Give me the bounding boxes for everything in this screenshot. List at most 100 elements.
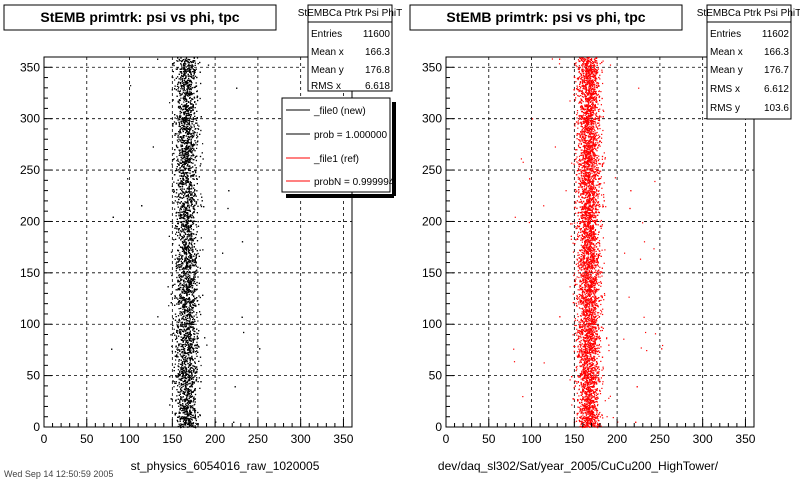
left-data-point bbox=[188, 75, 190, 77]
left-data-point bbox=[186, 201, 188, 204]
left-data-point bbox=[183, 213, 185, 215]
left-data-point bbox=[184, 112, 186, 114]
left-data-point bbox=[184, 371, 186, 373]
left-data-point bbox=[189, 395, 191, 397]
left-data-point bbox=[196, 137, 198, 139]
left-data-point bbox=[189, 161, 191, 163]
left-data-point bbox=[196, 141, 199, 143]
left-data-point bbox=[181, 399, 183, 401]
left-data-point bbox=[180, 282, 182, 284]
left-data-point bbox=[191, 247, 193, 249]
left-data-point bbox=[185, 150, 187, 152]
left-data-point bbox=[181, 103, 183, 105]
left-data-point bbox=[185, 162, 187, 164]
left-data-point bbox=[188, 291, 190, 293]
left-data-point bbox=[186, 220, 188, 223]
left-data-point bbox=[188, 345, 190, 347]
left-data-point bbox=[184, 172, 186, 174]
left-data-point bbox=[183, 407, 185, 409]
left-data-point bbox=[179, 161, 181, 163]
left-data-point bbox=[187, 373, 189, 375]
left-data-point bbox=[190, 220, 192, 222]
left-data-point bbox=[185, 228, 187, 230]
left-data-point bbox=[185, 257, 187, 259]
left-data-point bbox=[183, 289, 185, 291]
left-data-point bbox=[188, 138, 190, 140]
left-data-point bbox=[198, 295, 200, 297]
left-data-point bbox=[180, 307, 182, 309]
left-data-point bbox=[190, 323, 192, 326]
left-data-point bbox=[185, 381, 187, 383]
left-data-point bbox=[188, 75, 190, 77]
left-data-point bbox=[189, 362, 191, 364]
left-data-point bbox=[179, 139, 181, 141]
left-data-point bbox=[179, 170, 182, 172]
left-data-point bbox=[196, 345, 198, 347]
left-data-point bbox=[186, 393, 188, 395]
left-data-point bbox=[183, 69, 185, 71]
left-data-point bbox=[176, 341, 178, 343]
left-data-point bbox=[188, 159, 190, 161]
left-data-point bbox=[187, 58, 189, 61]
left-data-point bbox=[183, 140, 185, 142]
left-data-point bbox=[187, 310, 189, 312]
left-data-point bbox=[200, 82, 202, 85]
left-data-point bbox=[184, 302, 186, 304]
left-data-point bbox=[186, 154, 188, 156]
left-data-point bbox=[187, 177, 189, 180]
left-data-point bbox=[183, 220, 185, 223]
left-data-point bbox=[189, 234, 191, 236]
left-data-point bbox=[180, 186, 182, 188]
left-data-point bbox=[180, 384, 182, 386]
left-data-point bbox=[178, 131, 180, 133]
left-data-point bbox=[175, 192, 178, 194]
left-data-point bbox=[182, 171, 184, 173]
left-data-point bbox=[184, 304, 186, 306]
left-data-point bbox=[189, 167, 192, 169]
left-data-point bbox=[192, 159, 194, 161]
left-data-point bbox=[191, 98, 193, 101]
left-data-point bbox=[183, 220, 186, 223]
left-data-point bbox=[185, 224, 187, 226]
left-data-point bbox=[191, 61, 193, 63]
left-data-point bbox=[183, 104, 185, 106]
left-data-point bbox=[183, 241, 185, 243]
left-data-point bbox=[183, 318, 185, 320]
left-data-point bbox=[189, 338, 191, 340]
left-data-point bbox=[178, 133, 180, 135]
left-data-point bbox=[188, 278, 190, 281]
left-data-point bbox=[187, 86, 189, 88]
left-data-point bbox=[190, 214, 192, 216]
left-data-point bbox=[179, 149, 181, 151]
left-data-point bbox=[199, 296, 201, 299]
left-data-point bbox=[177, 141, 179, 143]
left-data-point bbox=[191, 145, 193, 147]
left-data-point bbox=[180, 333, 182, 335]
left-data-point bbox=[185, 408, 187, 410]
left-data-point bbox=[182, 202, 184, 205]
left-data-point bbox=[194, 193, 196, 196]
left-data-point bbox=[193, 416, 195, 419]
left-data-point bbox=[189, 396, 191, 398]
left-data-point bbox=[181, 318, 183, 320]
left-data-point bbox=[189, 350, 192, 353]
left-data-point bbox=[187, 191, 189, 193]
left-data-point bbox=[190, 420, 192, 422]
left-data-point bbox=[182, 71, 185, 73]
left-data-point bbox=[178, 186, 180, 188]
left-data-point bbox=[196, 250, 198, 252]
left-data-point bbox=[189, 145, 191, 147]
left-data-point bbox=[191, 184, 193, 186]
left-data-point bbox=[185, 286, 187, 288]
left-data-point bbox=[192, 401, 194, 403]
left-data-point bbox=[186, 90, 189, 92]
left-data-point bbox=[171, 345, 173, 347]
left-data-point bbox=[189, 405, 191, 407]
left-data-point bbox=[191, 262, 193, 264]
left-data-point bbox=[192, 199, 194, 201]
left-data-point bbox=[193, 311, 195, 313]
left-data-point bbox=[184, 118, 186, 120]
left-data-point bbox=[183, 75, 185, 77]
left-data-point bbox=[179, 311, 181, 313]
left-data-point bbox=[203, 206, 205, 208]
